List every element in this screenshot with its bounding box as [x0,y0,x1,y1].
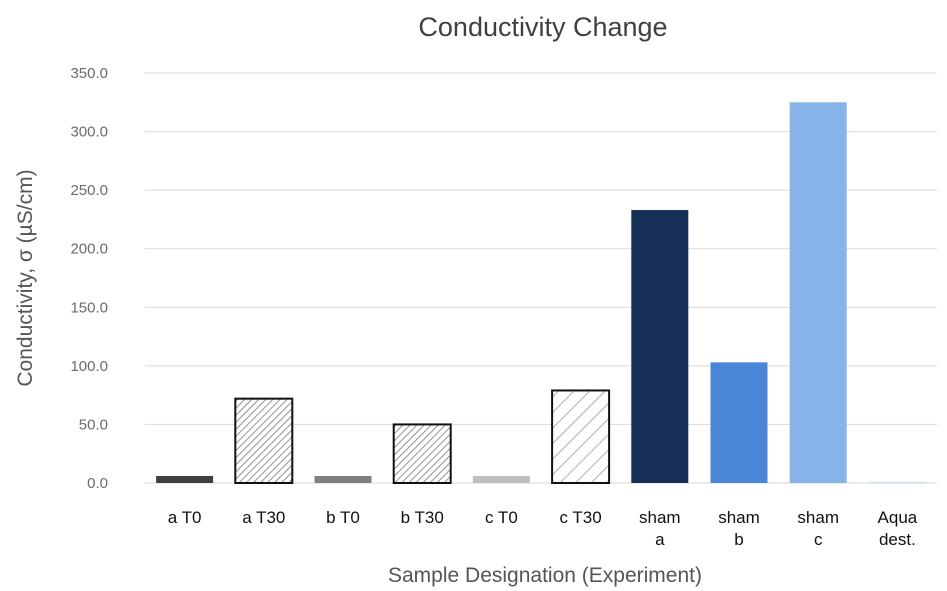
x-tick-label: b T30 [401,508,444,527]
y-tick-label: 0.0 [87,475,108,492]
bar [472,475,530,483]
bar [392,423,452,484]
y-tick-label: 50.0 [79,416,108,433]
x-tick-label: b T0 [326,508,360,527]
bars [156,102,926,485]
y-tick-label: 250.0 [70,182,108,199]
bar [234,397,294,484]
x-tick-label: c T0 [485,508,518,527]
x-tick-label: a T0 [168,508,202,527]
bar [789,102,847,484]
x-tick-label: sham b [718,508,760,549]
bar [868,481,926,483]
y-tick-label: 100.0 [70,358,108,375]
y-tick-label: 300.0 [70,124,108,141]
bar [156,475,214,483]
x-tick-label: Aqua dest. [878,508,918,549]
y-tick-label: 150.0 [70,299,108,316]
y-tick-label: 200.0 [70,241,108,258]
chart-title: Conductivity Change [418,12,667,42]
x-tick-label: sham a [639,508,681,549]
y-axis-ticks: 0.0 50.0 100.0 150.0 200.0 250.0 300.0 350.0 [70,65,108,492]
x-axis-label: Sample Designation (Experiment) [388,564,702,587]
x-tick-label: c T30 [559,508,601,527]
y-axis-label: Conductivity, σ (µS/cm) [14,169,37,386]
y-tick-label: 350.0 [70,65,108,82]
bar [551,389,611,485]
bar [314,475,372,483]
x-tick-label: sham c [797,508,839,549]
bar [710,362,768,483]
x-axis-ticks: a T0 a T30 b T0 b T30 c T0 c T30 sham a sham b sha… [168,508,918,549]
x-tick-label: a T30 [242,508,285,527]
bar [631,210,689,484]
